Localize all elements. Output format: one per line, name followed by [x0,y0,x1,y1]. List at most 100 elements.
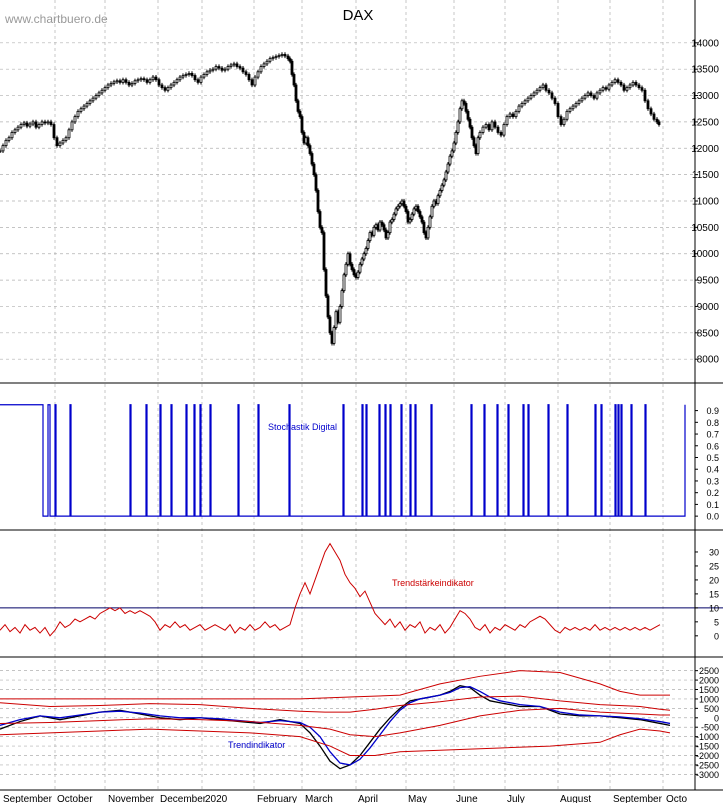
price-candle-body [310,153,314,165]
price-candle-body [133,80,137,84]
price-candle-body [657,121,661,125]
price-candle-body [10,132,14,139]
price-candle-body [476,137,480,154]
x-tick-label: December [160,794,207,803]
price-candle-body [142,78,146,81]
price-candle-body [25,122,29,127]
price-candle-body [601,87,605,91]
price-candle-body [49,121,53,125]
price-candle-body [40,121,44,125]
price-candle-body [316,190,320,212]
price-candle-body [22,122,26,125]
price-candle-body [259,66,263,73]
price-candle-body [220,67,224,71]
price-candle-body [380,221,384,226]
price-candle-body [568,108,572,112]
price-candle-body [268,58,272,62]
upper-inner-band [0,695,671,713]
y-tick-label: 0.3 [706,476,719,486]
price-candle-body [396,205,400,210]
price-candle-body [358,263,362,273]
price-candle-body [139,78,143,81]
price-candle-body [598,89,602,94]
price-candle-body [296,100,300,112]
price-candle-body [637,84,641,89]
price-candle-body [265,60,269,65]
y-tick-label: 11500 [692,170,720,181]
price-candle-body [154,76,158,81]
price-candle-body [496,126,500,133]
price-candle-body [256,71,260,78]
upper-outer-band [0,670,670,700]
price-candle-body [127,81,131,86]
price-candle-body [13,129,17,133]
y-tick-label: 13000 [691,91,719,102]
price-candle-body [43,121,47,124]
price-candle-body [529,95,533,99]
price-candle-body [103,87,107,91]
price-candle-body [538,87,542,91]
price-candle-body [640,87,644,91]
price-candle-body [631,81,635,86]
price-candle-body [100,89,104,94]
price-candle-body [348,253,352,265]
price-candle-body [175,79,179,83]
price-candle-body [499,132,503,136]
price-candle-body [541,84,545,89]
price-candle-body [169,84,173,89]
price-candle-body [187,73,191,75]
price-candle-body [408,219,412,223]
price-candle-body [468,118,472,128]
price-candle-body [324,269,328,297]
price-candle-body [58,142,62,147]
y-tick-label: -3000 [696,770,719,780]
price-candle-body [577,100,581,104]
price-candle-body [430,205,434,218]
y-tick-label: 8500 [697,328,720,339]
price-candle-body [151,76,155,81]
price-candle-body [31,121,35,125]
price-candle-body [294,84,298,102]
price-candle-body [308,145,312,154]
x-tick-label: 2020 [205,794,228,803]
price-candle-body [580,97,584,102]
price-candle-body [418,211,422,218]
lower-inner-band [0,707,670,738]
price-candle-body [628,84,632,89]
price-candle-body [452,142,456,152]
price-candle-body [253,76,257,86]
price-candle-body [229,64,233,67]
price-candle-body [94,95,98,99]
price-candle-body [262,63,266,67]
series-layer [0,52,723,770]
price-candle-body [550,92,554,99]
price-candle-body [37,124,41,128]
y-tick-label: -2500 [696,760,719,770]
price-candle-body [67,129,71,139]
price-candle-body [589,92,593,96]
x-tick-label: April [358,794,378,803]
price-candle-body [586,92,590,96]
price-candle-body [0,150,2,153]
price-candle-body [625,87,629,91]
y-tick-label: 13500 [691,65,719,76]
watermark: www.chartbuero.de [4,12,108,26]
price-candle-body [634,81,638,86]
y-tick-label: 10500 [691,223,719,234]
y-tick-label: 0 [714,713,719,723]
price-candle-body [460,100,464,110]
y-tick-label: 14000 [691,38,719,49]
price-candle-body [250,79,254,86]
price-candle-body [410,213,414,220]
price-candle-body [157,79,161,86]
price-candle-body [436,195,440,205]
y-tick-label: 12500 [691,117,719,128]
price-candle-body [306,137,310,147]
y-tick-label: 0.0 [706,512,719,522]
price-candle-body [193,75,197,81]
price-candle-body [616,79,620,83]
price-candle-body [448,155,452,165]
price-candle-body [241,67,245,73]
price-candle-body [19,124,23,128]
